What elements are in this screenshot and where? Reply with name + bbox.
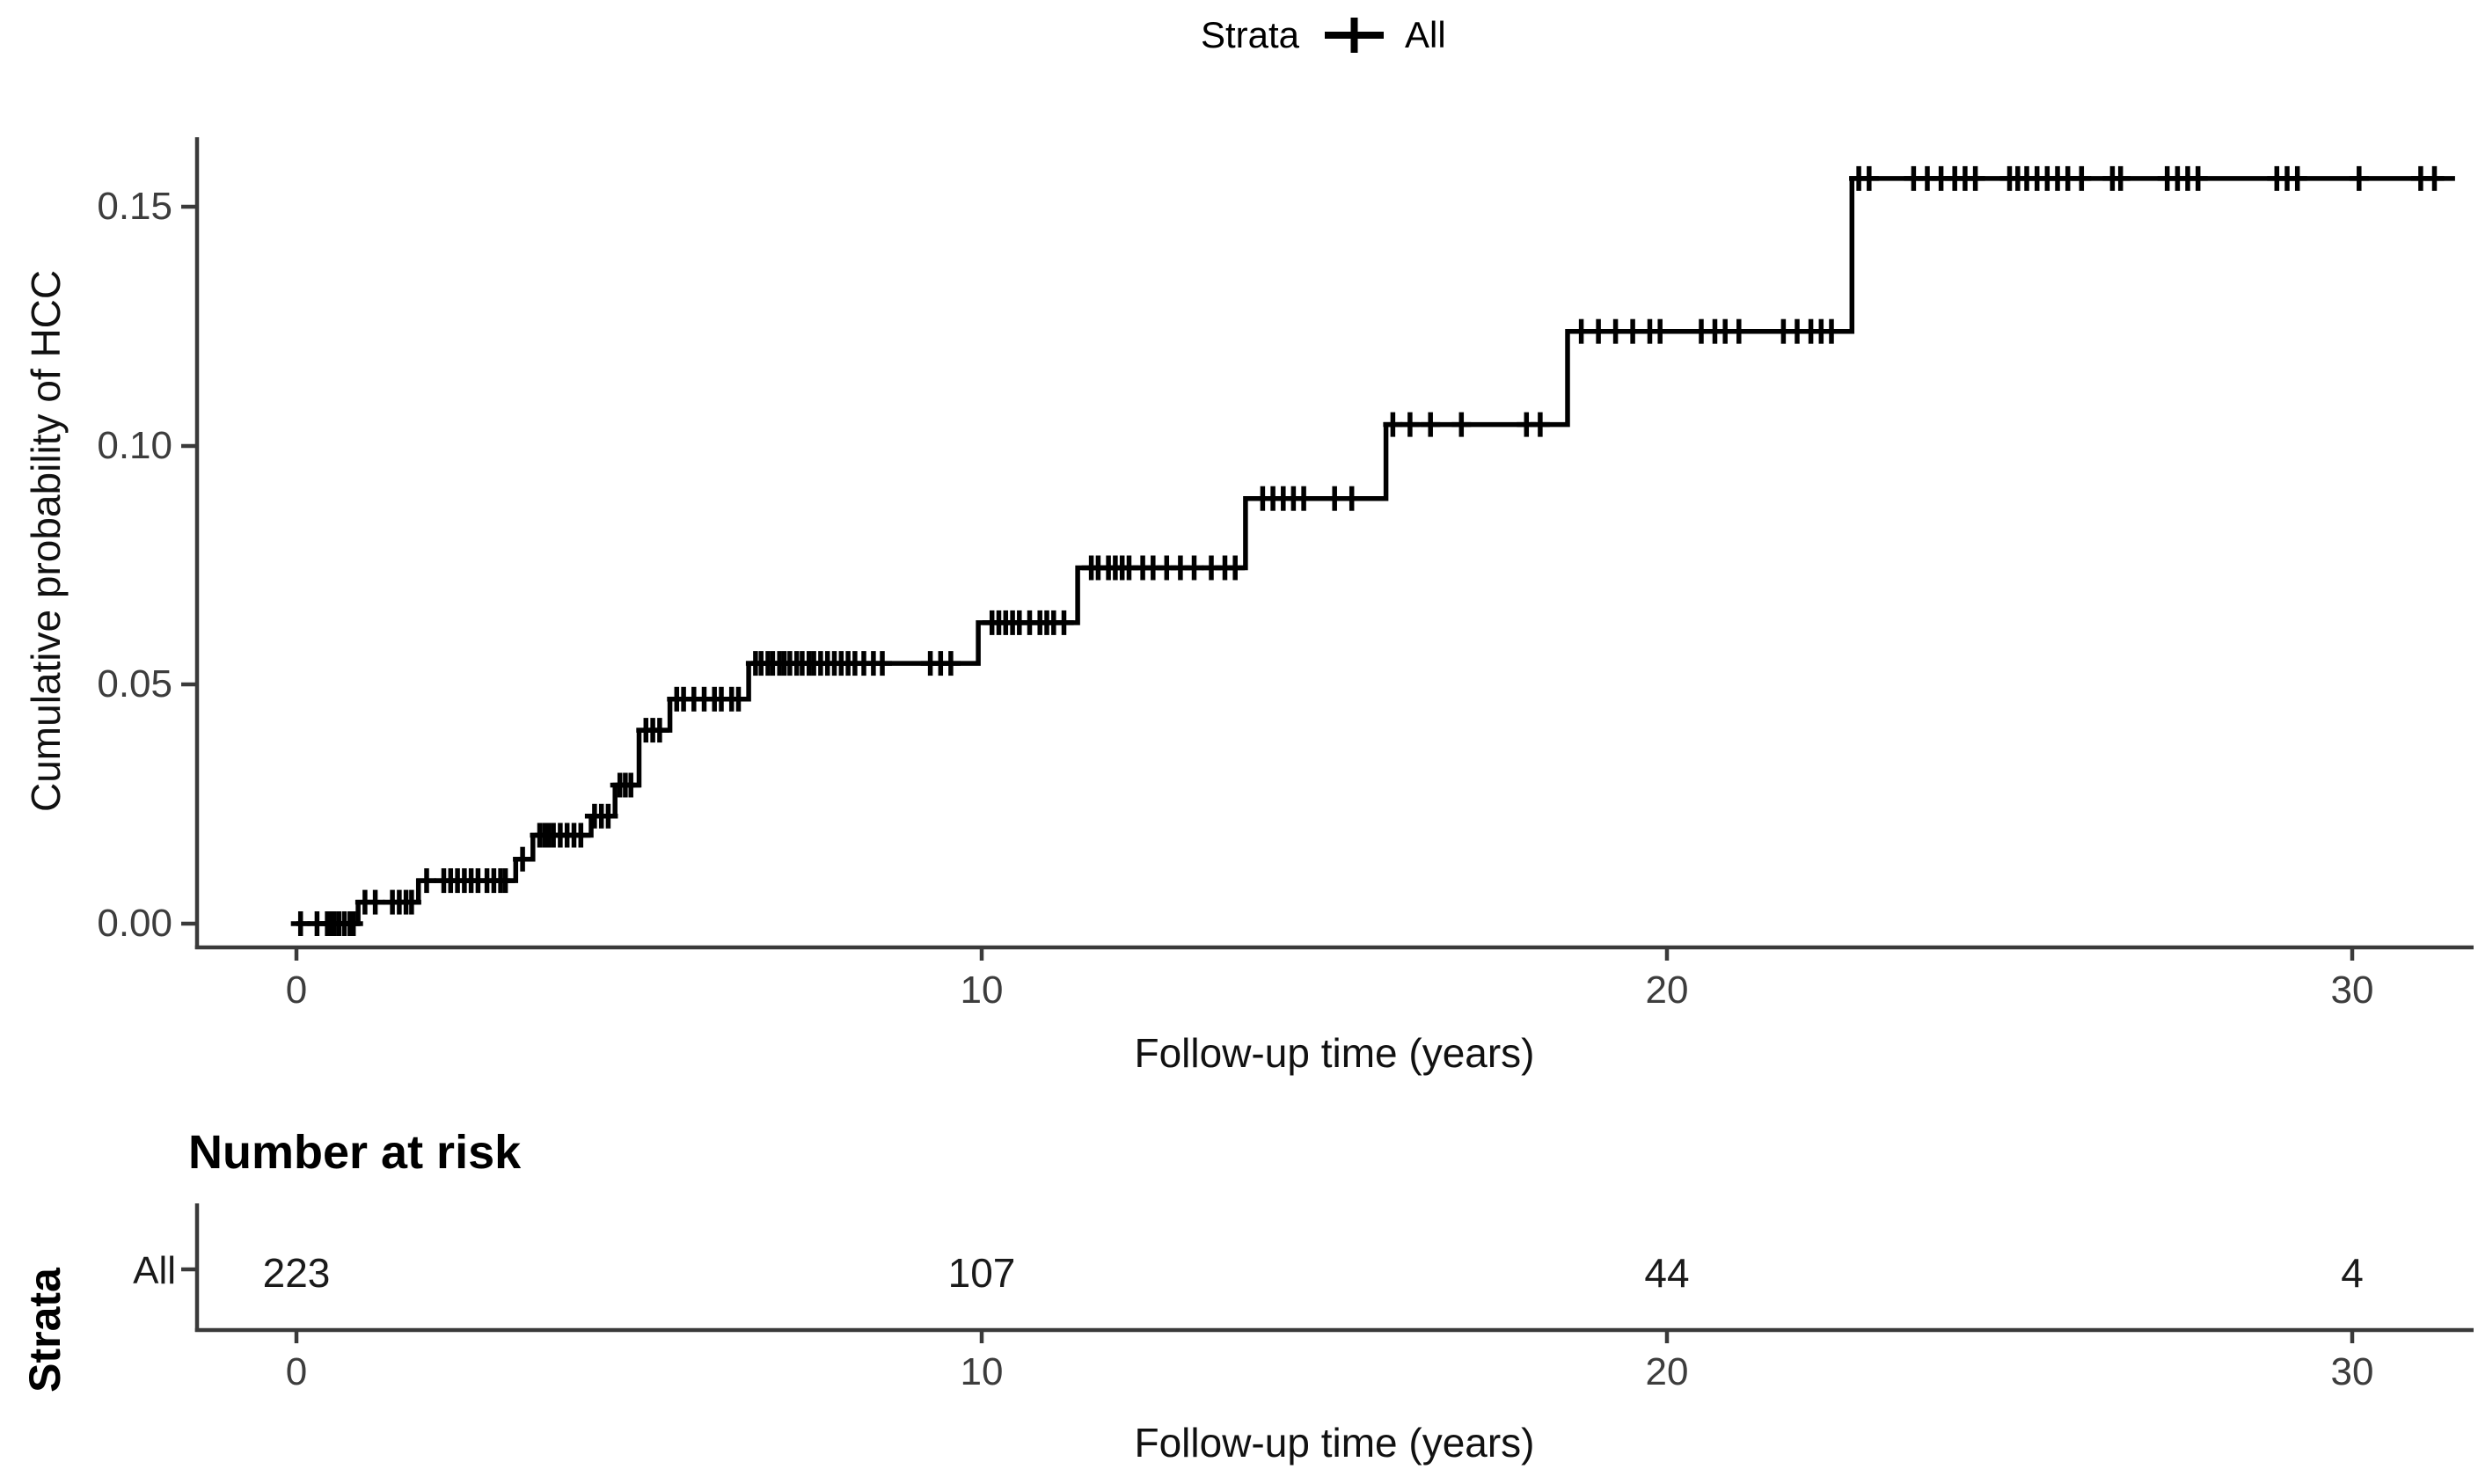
legend-title: Strata	[1200, 14, 1299, 55]
y-axis-title: Cumulative probability of HCC	[23, 269, 69, 812]
risk-x-tick-label-20: 20	[1645, 1350, 1689, 1393]
risk-table-title: Number at risk	[188, 1126, 522, 1179]
legend-plus-icon	[1325, 18, 1384, 53]
risk-row-label-all: All	[133, 1249, 176, 1292]
y-tick-label-0.10: 0.10	[97, 424, 172, 467]
y-tick-label-0.00: 0.00	[97, 902, 172, 945]
risk-value-t0: 223	[262, 1250, 331, 1296]
y-tick-label-0.15: 0.15	[97, 185, 172, 228]
x-tick-label-20: 20	[1645, 969, 1689, 1012]
risk-value-t30: 4	[2341, 1250, 2364, 1296]
main-y-tick-marks	[181, 204, 197, 926]
x-tick-label-10: 10	[960, 969, 1004, 1012]
x-axis-title: Follow-up time (years)	[1134, 1030, 1535, 1076]
risk-x-tick-label-0: 0	[285, 1350, 308, 1393]
risk-x-tick-label-30: 30	[2330, 1350, 2374, 1393]
legend-item-all: All	[1405, 14, 1446, 55]
risk-x-tick-marks	[294, 1330, 2355, 1343]
x-tick-label-0: 0	[285, 969, 308, 1012]
x-tick-label-30: 30	[2330, 969, 2374, 1012]
risk-value-t20: 44	[1644, 1250, 1690, 1296]
risk-x-axis-title: Follow-up time (years)	[1134, 1420, 1535, 1466]
main-x-tick-marks	[294, 947, 2355, 961]
km-step-curve	[296, 176, 2455, 926]
risk-value-t10: 107	[947, 1250, 1016, 1296]
risk-x-tick-label-10: 10	[960, 1350, 1004, 1393]
km-step-curve-layer	[290, 165, 2455, 936]
risk-strata-axis-label: Strata	[20, 1268, 69, 1393]
y-tick-label-0.05: 0.05	[97, 662, 172, 705]
